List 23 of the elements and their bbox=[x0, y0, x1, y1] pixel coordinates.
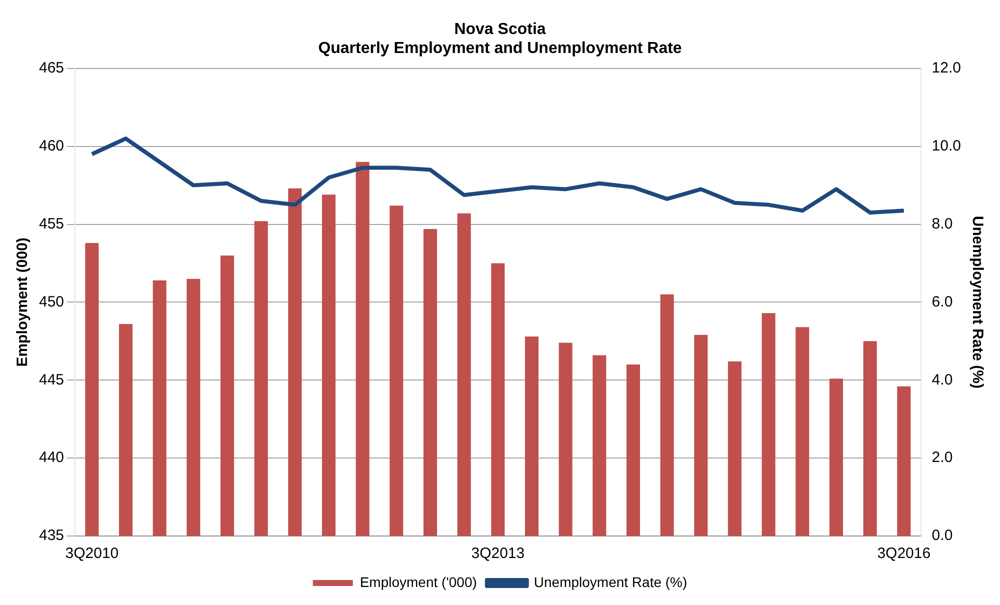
chart-subtitle: Quarterly Employment and Unemployment Rate bbox=[318, 40, 682, 58]
y2-tick-label: 2.0 bbox=[932, 449, 953, 466]
chart-title: Nova Scotia bbox=[454, 21, 546, 38]
y2-tick-label: 8.0 bbox=[932, 215, 953, 232]
legend-label: Employment ('000) bbox=[360, 574, 477, 590]
y2-tick-label: 6.0 bbox=[932, 293, 953, 310]
x-tick-label: 3Q2016 bbox=[877, 545, 931, 562]
y2-tick-label: 0.0 bbox=[932, 527, 953, 544]
y-tick-label: 450 bbox=[38, 293, 64, 310]
y2-tick-label: 12.0 bbox=[932, 60, 962, 77]
legend-label: Unemployment Rate (%) bbox=[534, 574, 688, 590]
y2-tick-label: 10.0 bbox=[932, 137, 962, 154]
y2-tick-label: 4.0 bbox=[932, 371, 953, 388]
y-tick-label: 460 bbox=[38, 137, 64, 154]
x-tick-label: 3Q2010 bbox=[65, 545, 119, 562]
x-tick-label: 3Q2013 bbox=[471, 545, 525, 562]
y-tick-label: 435 bbox=[38, 527, 64, 544]
y-tick-label: 445 bbox=[38, 371, 64, 388]
y-tick-label: 440 bbox=[38, 449, 64, 466]
y-axis-title: Employment (000) bbox=[14, 238, 32, 367]
y-tick-label: 455 bbox=[38, 215, 64, 232]
y2-axis-title: Unemployment Rate (%) bbox=[968, 216, 986, 388]
y-tick-label: 465 bbox=[38, 60, 64, 77]
